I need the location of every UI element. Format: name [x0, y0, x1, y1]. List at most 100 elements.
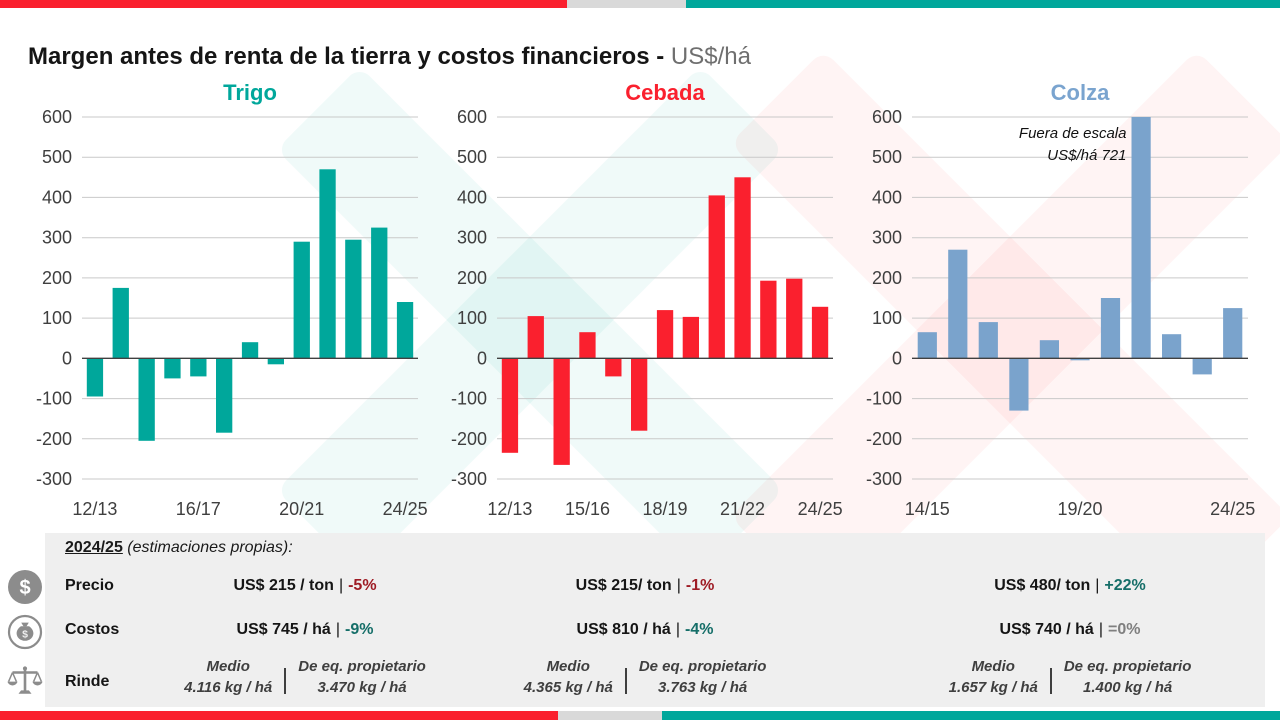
bar-22/23: [345, 239, 362, 359]
rinde-trigo-eq: De eq. propietario 3.470 kg / há: [298, 656, 426, 698]
top-brand-bar: [0, 0, 1280, 8]
y-tick-label: 300: [872, 228, 902, 248]
rinde-trigo-medio: Medio 4.116 kg / há: [184, 656, 272, 698]
bar-15/16: [164, 358, 181, 379]
pipe-separator: [284, 668, 287, 694]
chart-title-trigo: Trigo: [223, 80, 277, 105]
bottom-bar-red-segment: [0, 711, 558, 720]
bar-21/22: [1131, 117, 1151, 359]
rinde-medio-value: 1.657 kg / há: [948, 679, 1038, 696]
x-tick-label: 20/21: [279, 499, 324, 519]
rinde-medio-value: 4.116 kg / há: [184, 679, 273, 696]
costos-trigo-cell: US$ 745 / há | -9%: [140, 621, 470, 639]
pipe-separator: [624, 668, 627, 694]
bar-21/22: [734, 177, 751, 359]
y-tick-label: 600: [872, 107, 902, 127]
x-tick-label: 21/22: [720, 499, 765, 519]
x-tick-label: 24/25: [1210, 499, 1255, 519]
bottom-bar-gray-segment: [558, 711, 662, 720]
y-tick-label: 500: [872, 147, 902, 167]
y-tick-label: -100: [36, 389, 72, 409]
rinde-medio-label: Medio: [546, 658, 590, 675]
bar-16/17: [190, 358, 207, 377]
y-tick-label: 500: [42, 147, 72, 167]
page-title: Margen antes de renta de la tierra y cos…: [28, 42, 751, 72]
costos-cebada-value: US$ 810 / há: [576, 621, 671, 638]
y-tick-label: 0: [62, 348, 72, 368]
dollar-circle-icon: $: [6, 568, 44, 606]
precio-colza-pct: +22%: [1104, 577, 1146, 594]
bar-20/21: [293, 241, 310, 359]
bar-22/23: [1162, 334, 1182, 359]
out-of-scale-annotation-line2: US$/há 721: [1047, 147, 1126, 164]
precio-colza-value: US$ 480/ ton: [994, 577, 1091, 594]
y-tick-label: 400: [872, 187, 902, 207]
y-tick-label: 100: [42, 308, 72, 328]
x-tick-label: 14/15: [905, 499, 950, 519]
x-tick-label: 12/13: [487, 499, 532, 519]
costos-colza-cell: US$ 740 / há | =0%: [885, 621, 1255, 639]
y-tick-label: 0: [892, 348, 902, 368]
precio-cebada-pct: -1%: [685, 577, 715, 594]
row-label-precio: Precio: [65, 577, 114, 594]
y-tick-label: -200: [451, 429, 487, 449]
y-tick-label: -300: [451, 469, 487, 489]
pipe-separator: |: [675, 621, 680, 638]
bar-23/24: [371, 227, 388, 359]
y-tick-label: 0: [477, 348, 487, 368]
x-tick-label: 18/19: [642, 499, 687, 519]
table-heading-period: 2024/25: [65, 539, 123, 556]
rinde-eq-label: De eq. propietario: [298, 658, 426, 675]
costos-cebada-pct: -4%: [684, 621, 714, 638]
y-tick-label: -200: [866, 429, 902, 449]
y-tick-label: 100: [457, 308, 487, 328]
bottom-bar-teal-segment: [662, 711, 1280, 720]
precio-colza-cell: US$ 480/ ton | +22%: [885, 577, 1255, 595]
y-tick-label: 300: [457, 228, 487, 248]
chart-title-colza: Colza: [1050, 80, 1110, 105]
x-tick-label: 16/17: [176, 499, 221, 519]
bar-19/20: [682, 316, 699, 359]
rinde-cebada-medio: Medio 4.365 kg / há: [524, 656, 613, 698]
page-title-separator: -: [649, 43, 671, 70]
precio-trigo-cell: US$ 215 / ton | -5%: [140, 577, 470, 595]
bar-16/17: [605, 358, 622, 377]
rinde-colza-eq: De eq. propietario 1.400 kg / há: [1064, 656, 1192, 698]
bar-12/13: [86, 358, 104, 397]
y-tick-label: 200: [872, 268, 902, 288]
pipe-separator: |: [676, 577, 681, 594]
x-tick-label: 24/25: [383, 499, 428, 519]
y-tick-label: 100: [872, 308, 902, 328]
costos-colza-pct: =0%: [1107, 621, 1141, 638]
bar-16/17: [978, 322, 998, 359]
bar-15/16: [579, 332, 596, 359]
rinde-eq-label: De eq. propietario: [1063, 658, 1192, 675]
y-tick-label: 200: [42, 268, 72, 288]
bar-15/16: [948, 249, 968, 359]
scale-icon: [6, 662, 44, 700]
rinde-eq-value: 3.763 kg / há: [658, 679, 748, 696]
y-tick-label: 300: [42, 228, 72, 248]
bar-24/25: [396, 302, 414, 359]
bar-20/21: [1100, 298, 1121, 359]
y-tick-label: -200: [36, 429, 72, 449]
bar-22/23: [760, 280, 777, 359]
pipe-separator: |: [1095, 577, 1100, 594]
pipe-separator: |: [1098, 621, 1103, 638]
precio-cebada-cell: US$ 215/ ton | -1%: [475, 577, 815, 595]
bar-17/18: [216, 358, 233, 433]
out-of-scale-annotation-line1: Fuera de escala: [1019, 125, 1127, 142]
bar-14/15: [917, 332, 937, 359]
bar-18/19: [241, 342, 259, 359]
top-bar-teal-segment: [686, 0, 1280, 8]
rinde-trigo-cell: Medio 4.116 kg / há De eq. propietario 3…: [140, 653, 470, 701]
y-tick-label: 200: [457, 268, 487, 288]
bar-23/24: [1192, 358, 1212, 375]
summary-table: 2024/25 (estimaciones propias): Precio C…: [45, 533, 1265, 707]
x-tick-label: 15/16: [565, 499, 610, 519]
top-bar-gray-segment: [567, 0, 686, 8]
x-tick-label: 24/25: [798, 499, 843, 519]
